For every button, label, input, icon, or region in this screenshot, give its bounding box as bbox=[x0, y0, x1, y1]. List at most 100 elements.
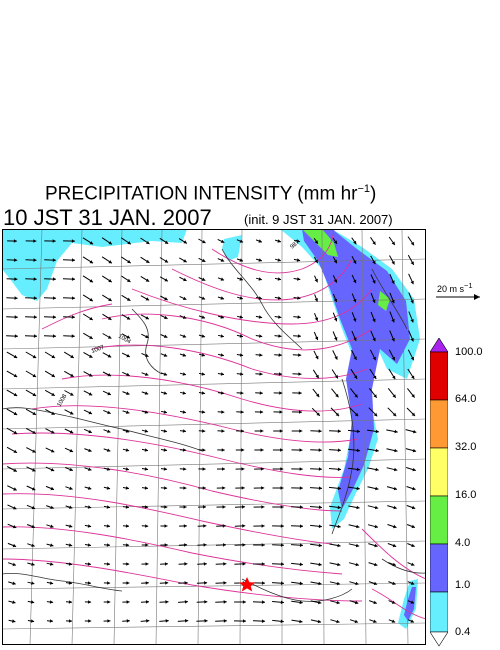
wind-vector-head bbox=[182, 410, 186, 414]
wind-vector-head bbox=[296, 239, 300, 243]
wind-vector-head bbox=[337, 429, 341, 433]
wind-vector-head bbox=[353, 279, 357, 284]
wind-vector-head bbox=[315, 374, 319, 379]
wind-vector-head bbox=[203, 524, 207, 528]
wind-vector-head bbox=[201, 410, 206, 414]
wind-vector-head bbox=[183, 486, 187, 490]
wind-vector-head bbox=[239, 334, 243, 338]
wind-vector-head bbox=[261, 562, 265, 566]
valid-time: 10 JST 31 JAN. 2007 bbox=[3, 205, 212, 230]
wind-vector-head bbox=[30, 600, 35, 604]
wind-vector-head bbox=[163, 391, 167, 395]
wind-vector-head bbox=[374, 505, 379, 510]
wind-vector-head bbox=[375, 448, 379, 453]
wind-vector-head bbox=[14, 315, 18, 319]
colorbar-segment bbox=[430, 399, 448, 449]
wind-vector-head bbox=[146, 619, 150, 623]
wind-vector-head bbox=[413, 429, 417, 434]
wind-vector-head bbox=[145, 278, 150, 282]
wind-vector-head bbox=[88, 411, 92, 415]
wind-vector-head bbox=[336, 581, 341, 586]
wind-vector-head bbox=[391, 337, 395, 342]
colorbar-label: 100.0 bbox=[455, 346, 483, 358]
colorbar-under-triangle bbox=[430, 631, 448, 647]
wind-vector-head bbox=[280, 505, 284, 509]
wind-vector-head bbox=[50, 468, 55, 472]
wind-vector-head bbox=[184, 600, 188, 604]
wind-vector-head bbox=[69, 467, 73, 472]
wind-vector-head bbox=[280, 600, 284, 605]
wind-vector-head bbox=[375, 486, 379, 491]
wind-vector-head bbox=[106, 448, 111, 452]
colorbar-segment bbox=[430, 447, 448, 497]
wind-vector-head bbox=[144, 505, 149, 509]
wind-vector-head bbox=[144, 372, 149, 376]
wind-vector-head bbox=[259, 391, 263, 395]
wind-vector-head bbox=[299, 486, 303, 490]
wind-vector-head bbox=[259, 334, 263, 338]
wind-vector-head bbox=[69, 505, 73, 509]
wind-vector-head bbox=[127, 259, 131, 264]
wind-vector-head bbox=[14, 258, 18, 262]
wind-vector-head bbox=[51, 354, 55, 358]
wind-vector-head bbox=[261, 619, 265, 623]
wind-vector-head bbox=[261, 600, 265, 604]
wind-vector-head bbox=[107, 391, 111, 396]
colorbar-label: 16.0 bbox=[455, 489, 477, 501]
wind-vector-head bbox=[69, 486, 73, 490]
wind-vector-head bbox=[70, 354, 74, 358]
wind-vector-head bbox=[32, 468, 36, 472]
wind-vector-head bbox=[144, 429, 148, 433]
wind-vector-head bbox=[279, 391, 283, 395]
wind-vector-head bbox=[410, 280, 414, 285]
wind-vector-head bbox=[87, 562, 91, 566]
wind-vector-head bbox=[392, 581, 396, 585]
wind-vector-head bbox=[297, 296, 301, 300]
wind-vector-head bbox=[241, 467, 245, 471]
wind-vector-head bbox=[277, 258, 281, 262]
wind-vector-head bbox=[89, 298, 93, 302]
wind-vector-head bbox=[261, 543, 265, 547]
wind-vector-head bbox=[89, 279, 93, 283]
wind-vector-head bbox=[88, 448, 92, 452]
wind-vector-head bbox=[125, 429, 130, 433]
wind-vector-head bbox=[183, 467, 187, 471]
wind-vector-head bbox=[411, 524, 415, 529]
wind-vector-head bbox=[239, 258, 243, 262]
wind-vector-head bbox=[126, 316, 131, 320]
wind-vector-head bbox=[32, 392, 37, 396]
wind-vector-head bbox=[410, 619, 414, 623]
wind-vector-head bbox=[13, 239, 17, 243]
wind-vector-head bbox=[296, 258, 301, 262]
wind-vector-head bbox=[107, 429, 111, 433]
wind-vector-head bbox=[223, 543, 226, 547]
wind-vector-head bbox=[13, 354, 18, 358]
wind-vector-head bbox=[145, 524, 149, 528]
wind-vector-head bbox=[356, 429, 360, 434]
wind-vector-head bbox=[50, 543, 54, 547]
wind-vector-head bbox=[336, 600, 340, 605]
wind-vector-head bbox=[261, 524, 265, 528]
wind-vector-head bbox=[354, 619, 358, 624]
wind-vector-head bbox=[220, 277, 224, 281]
wind-vector-head bbox=[32, 373, 37, 377]
wind-vector-head bbox=[69, 448, 73, 453]
wind-vector-head bbox=[278, 315, 282, 319]
coastlines bbox=[2, 248, 426, 602]
wind-vector-head bbox=[240, 372, 244, 376]
wind-vector-head bbox=[243, 619, 246, 623]
wind-vector-head bbox=[106, 562, 110, 566]
wind-vector-head bbox=[299, 543, 303, 547]
wind-vector-head bbox=[145, 316, 149, 320]
wind-vector-head bbox=[220, 391, 225, 395]
wind-vector-head bbox=[125, 467, 129, 471]
wind-vector-head bbox=[71, 258, 75, 262]
wind-vector-head bbox=[13, 392, 18, 396]
wind-vector-head bbox=[222, 524, 226, 528]
wind-vector-head bbox=[88, 467, 92, 471]
wind-vector-head bbox=[412, 467, 416, 472]
wind-vector-head bbox=[318, 600, 322, 605]
wind-vector-head bbox=[30, 619, 35, 623]
wind-vector-head bbox=[411, 375, 415, 379]
wind-vector-head bbox=[337, 505, 341, 510]
